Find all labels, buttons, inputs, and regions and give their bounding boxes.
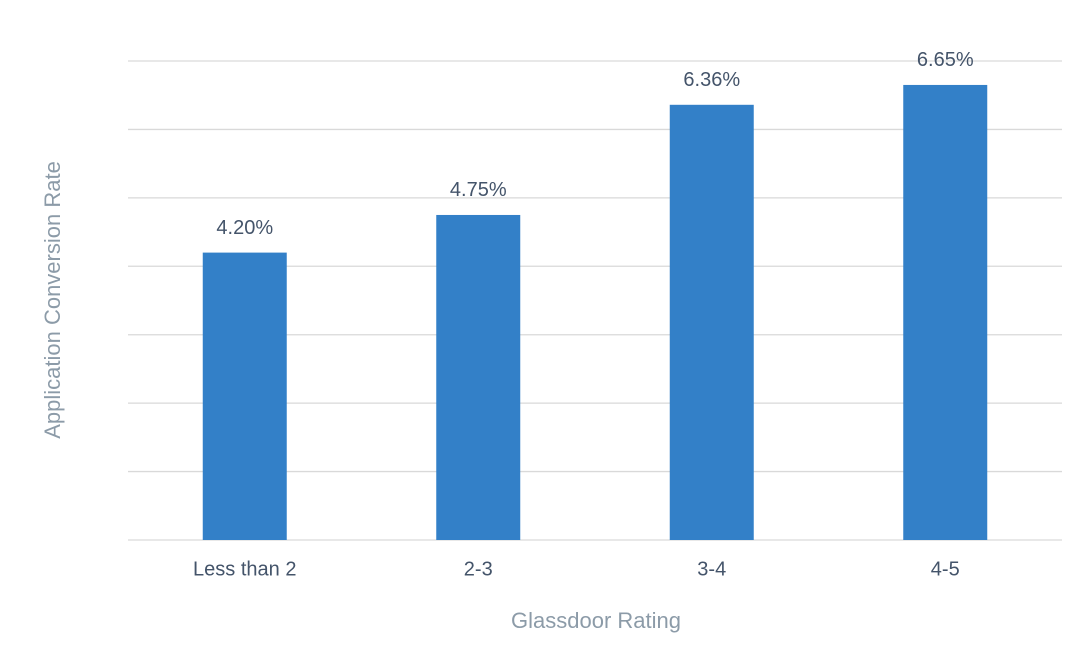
y-axis-title: Application Conversion Rate xyxy=(40,161,65,439)
bar xyxy=(903,84,988,540)
data-label: 6.36% xyxy=(683,69,740,91)
x-axis-title: Glassdoor Rating xyxy=(511,608,681,633)
data-label: 4.75% xyxy=(450,179,507,201)
x-tick-label: 4-5 xyxy=(931,558,960,580)
data-label: 4.20% xyxy=(216,217,273,239)
bar xyxy=(436,214,521,540)
data-label: 6.65% xyxy=(917,49,974,71)
x-tick-label: 2-3 xyxy=(464,558,493,580)
bar xyxy=(669,104,754,541)
x-tick-label: 3-4 xyxy=(697,558,726,580)
x-tick-label: Less than 2 xyxy=(193,558,296,580)
bar xyxy=(202,252,287,540)
